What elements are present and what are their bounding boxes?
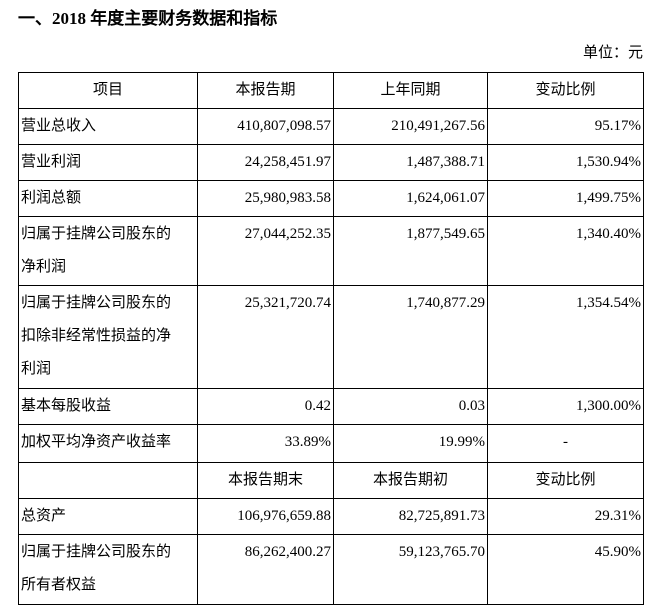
table-row: 归属于挂牌公司股东的 所有者权益 86,262,400.27 59,123,76… (18, 534, 644, 605)
header-cell-current: 本报告期 (197, 72, 334, 109)
table-row: 营业总收入 410,807,098.57 210,491,267.56 95.1… (18, 108, 644, 145)
table-row: 总资产 106,976,659.88 82,725,891.73 29.31% (18, 498, 644, 535)
row-change-cell: 95.17% (487, 108, 644, 145)
row-current-cell: 106,976,659.88 (197, 498, 334, 535)
row-current-cell: 25,980,983.58 (197, 180, 334, 217)
row-item-cell: 营业利润 (18, 144, 198, 181)
header-cell-period-end: 本报告期末 (197, 462, 334, 499)
row-current-cell: 0.42 (197, 388, 334, 425)
row-current-cell: 25,321,720.74 (197, 285, 334, 389)
row-prior-cell: 1,877,549.65 (333, 216, 488, 286)
table-row: 营业利润 24,258,451.97 1,487,388.71 1,530.94… (18, 144, 644, 181)
section-title: 一、2018 年度主要财务数据和指标 (18, 9, 278, 28)
row-item-cell: 基本每股收益 (18, 388, 198, 425)
row-prior-cell: 1,624,061.07 (333, 180, 488, 217)
row-item-cell: 营业总收入 (18, 108, 198, 145)
row-prior-cell: 19.99% (333, 424, 488, 463)
row-item-cell: 利润总额 (18, 180, 198, 217)
row-change-cell: 1,530.94% (487, 144, 644, 181)
row-item-cell: 归属于挂牌公司股东的 所有者权益 (18, 534, 198, 605)
row-item-cell: 归属于挂牌公司股东的 净利润 (18, 216, 198, 286)
row-current-cell: 410,807,098.57 (197, 108, 334, 145)
table-row: 归属于挂牌公司股东的 净利润 27,044,252.35 1,877,549.6… (18, 216, 644, 286)
row-current-cell: 86,262,400.27 (197, 534, 334, 605)
row-prior-cell: 82,725,891.73 (333, 498, 488, 535)
header-cell-prior: 上年同期 (333, 72, 488, 109)
row-prior-cell: 59,123,765.70 (333, 534, 488, 605)
row-prior-cell: 1,487,388.71 (333, 144, 488, 181)
row-item-cell: 总资产 (18, 498, 198, 535)
header-cell-item-empty (18, 462, 198, 499)
unit-label: 单位：元 (582, 45, 643, 61)
table-row: 加权平均净资产收益率 33.89% 19.99% - (18, 424, 644, 463)
table-row: 利润总额 25,980,983.58 1,624,061.07 1,499.75… (18, 180, 644, 217)
table-header-row-primary: 项目 本报告期 上年同期 变动比例 (18, 72, 644, 109)
row-current-cell: 33.89% (197, 424, 334, 463)
row-item-cell: 加权平均净资产收益率 (18, 424, 198, 463)
row-current-cell: 24,258,451.97 (197, 144, 334, 181)
row-change-cell: 1,354.54% (487, 285, 644, 389)
row-current-cell: 27,044,252.35 (197, 216, 334, 286)
table-row: 基本每股收益 0.42 0.03 1,300.00% (18, 388, 644, 425)
row-change-cell: 1,300.00% (487, 388, 644, 425)
row-change-cell: 1,499.75% (487, 180, 644, 217)
row-change-cell: - (487, 424, 644, 463)
row-change-cell: 45.90% (487, 534, 644, 605)
row-change-cell: 1,340.40% (487, 216, 644, 286)
header-cell-period-begin: 本报告期初 (333, 462, 488, 499)
header-cell-item: 项目 (18, 72, 198, 109)
row-item-cell: 归属于挂牌公司股东的 扣除非经常性损益的净 利润 (18, 285, 198, 389)
financial-indicators-table: 项目 本报告期 上年同期 变动比例 营业总收入 410,807,098.57 2… (18, 72, 644, 605)
header-cell-change: 变动比例 (487, 462, 644, 499)
row-change-cell: 29.31% (487, 498, 644, 535)
header-cell-change: 变动比例 (487, 72, 644, 109)
row-prior-cell: 0.03 (333, 388, 488, 425)
table-row: 归属于挂牌公司股东的 扣除非经常性损益的净 利润 25,321,720.74 1… (18, 285, 644, 389)
row-prior-cell: 1,740,877.29 (333, 285, 488, 389)
row-prior-cell: 210,491,267.56 (333, 108, 488, 145)
table-header-row-secondary: 本报告期末 本报告期初 变动比例 (18, 462, 644, 499)
